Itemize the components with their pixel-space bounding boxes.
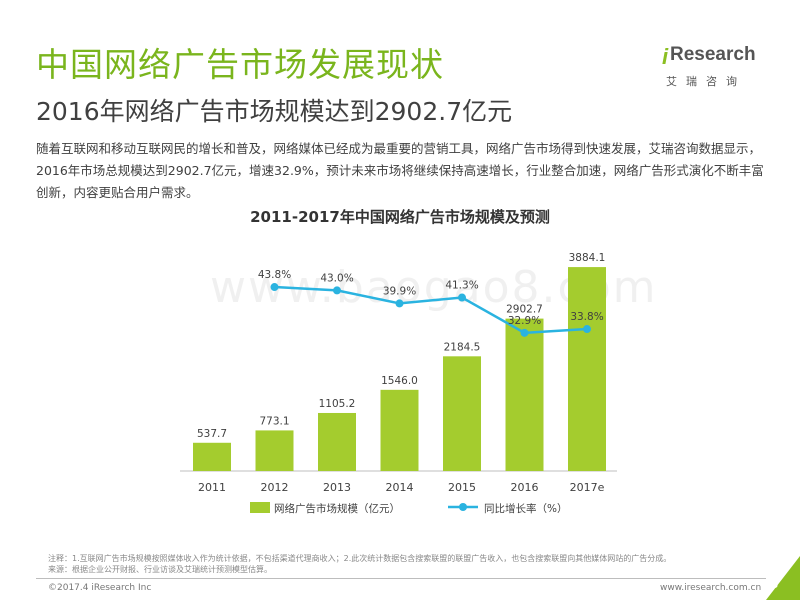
chart-title: 2011-2017年中国网络广告市场规模及预测 [250, 208, 550, 226]
legend-line-label: 同比增长率（%） [484, 502, 567, 515]
page-subtitle: 2016年网络广告市场规模达到2902.7亿元 [36, 97, 513, 126]
bar [380, 389, 419, 471]
growth-point [520, 328, 529, 337]
footnotes: 注释：1.互联网广告市场规模按照媒体收入作为统计依据，不包括渠道代理商收入；2.… [48, 553, 768, 575]
bar-value-label: 773.1 [259, 415, 289, 427]
note-text: 注释：1.互联网广告市场规模按照媒体收入作为统计依据，不包括渠道代理商收入；2.… [48, 554, 672, 563]
bar-value-label: 1546.0 [381, 375, 418, 387]
x-tick-label: 2011 [198, 481, 226, 494]
logo-i: i [662, 44, 669, 69]
bar [255, 430, 294, 471]
x-tick-label: 2016 [511, 481, 539, 494]
source-text: 来源：根据企业公开财报、行业访谈及艾瑞统计预测模型估算。 [48, 565, 272, 574]
legend-bar-label: 网络广告市场规模（亿元） [274, 502, 400, 515]
growth-line [274, 285, 588, 335]
corner-triangle [766, 556, 800, 600]
footer-divider [36, 578, 766, 579]
bar-value-label: 537.7 [197, 428, 227, 440]
x-tick-label: 2017e [570, 481, 605, 494]
page-number: 5 [771, 577, 779, 591]
growth-value-label: 39.9% [383, 285, 416, 297]
bar-value-label: 2184.5 [444, 341, 481, 353]
growth-point [583, 325, 591, 334]
bar [568, 267, 606, 471]
growth-point [458, 293, 466, 302]
bar-value-label: 3884.1 [569, 252, 606, 264]
growth-value-label: 41.3% [445, 280, 478, 292]
website-link[interactable]: www.iresearch.com.cn [660, 583, 762, 593]
page-title: 中国网络广告市场发展现状 [36, 45, 444, 84]
intro-paragraph: 随着互联网和移动互联网民的增长和普及，网络媒体已经成为最重要的营销工具，网络广告… [36, 141, 764, 200]
bar [443, 356, 481, 471]
growth-value-label: 43.0% [320, 272, 353, 284]
bar [193, 442, 231, 471]
growth-point [395, 299, 404, 308]
bar [505, 318, 544, 471]
growth-point [270, 283, 279, 292]
bar-value-label: 1105.2 [319, 398, 356, 410]
growth-value-label: 33.8% [570, 311, 603, 323]
x-tick-label: 2015 [448, 481, 476, 494]
logo-wordmark: Research [670, 44, 756, 65]
legend-line-marker [459, 503, 467, 511]
iresearch-logo: i Research 艾瑞咨询 [656, 42, 766, 92]
logo-chinese: 艾瑞咨询 [666, 75, 746, 88]
growth-value-label: 32.9% [508, 315, 541, 327]
x-tick-label: 2013 [323, 481, 351, 494]
bar-value-label: 2902.7 [506, 304, 543, 316]
bar [318, 412, 356, 471]
copyright: ©2017.4 iResearch Inc [48, 583, 152, 593]
x-tick-label: 2012 [261, 481, 289, 494]
growth-point [333, 286, 341, 295]
x-tick-label: 2014 [386, 481, 414, 494]
legend-bar-swatch [250, 502, 270, 513]
growth-value-label: 43.8% [258, 269, 291, 281]
